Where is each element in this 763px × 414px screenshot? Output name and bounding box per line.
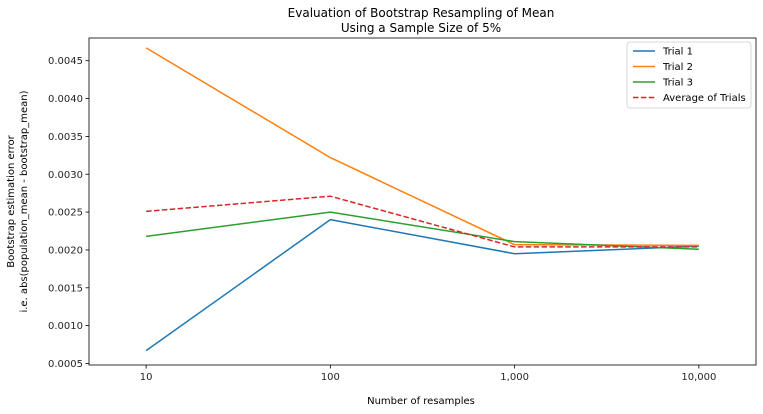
plot-area: 10 100 1,000 10,000 0.0005 0.0010 0.0015 0.002… [48, 37, 757, 383]
series-line-2 [145, 47, 699, 247]
y-tick-label: 0.0035 [48, 132, 83, 143]
plot-frame [88, 37, 757, 366]
x-tick-label: 100 [321, 372, 340, 383]
x-tick-label: 10 [140, 372, 153, 383]
y-tick-label: 0.0015 [48, 283, 83, 294]
legend-label-4: Average of Trials [663, 93, 746, 104]
series-layer [145, 47, 699, 352]
y-tick-label: 0.0005 [48, 359, 83, 370]
x-axis-ticks: 10 100 1,000 10,000 [140, 365, 716, 383]
y-tick-label: 0.0040 [48, 94, 83, 105]
legend-box [626, 41, 752, 109]
series-line-4 [146, 195, 699, 248]
chart-title: Evaluation of Bootstrap Resampling of Me… [288, 6, 555, 20]
x-tick-label: 1,000 [500, 372, 529, 383]
chart-subtitle: Using a Sample Size of 5% [341, 21, 501, 35]
legend-label-1: Trial 1 [662, 47, 693, 58]
legend: Trial 1 Trial 2 Trial 3 Average of Trials [626, 41, 752, 109]
legend-label-3: Trial 3 [662, 78, 693, 89]
x-tick-label: 10,000 [681, 372, 716, 383]
y-tick-label: 0.0045 [48, 56, 83, 67]
y-tick-label: 0.0030 [48, 170, 83, 181]
y-tick-label: 0.0020 [48, 245, 83, 256]
y-axis-label-line1: Bootstrap estimation error [6, 134, 17, 267]
series-line-3 [146, 211, 699, 250]
y-axis-ticks: 0.0005 0.0010 0.0015 0.0020 0.0025 0.0030 0.00… [48, 56, 89, 370]
legend-label-2: Trial 2 [662, 62, 693, 73]
series-line-1 [145, 218, 699, 352]
y-tick-label: 0.0025 [48, 208, 83, 219]
x-axis-label: Number of resamples [367, 396, 475, 407]
y-axis-label-line2: i.e. abs(population_mean - bootstrap_mea… [19, 90, 30, 312]
y-tick-label: 0.0010 [48, 321, 83, 332]
